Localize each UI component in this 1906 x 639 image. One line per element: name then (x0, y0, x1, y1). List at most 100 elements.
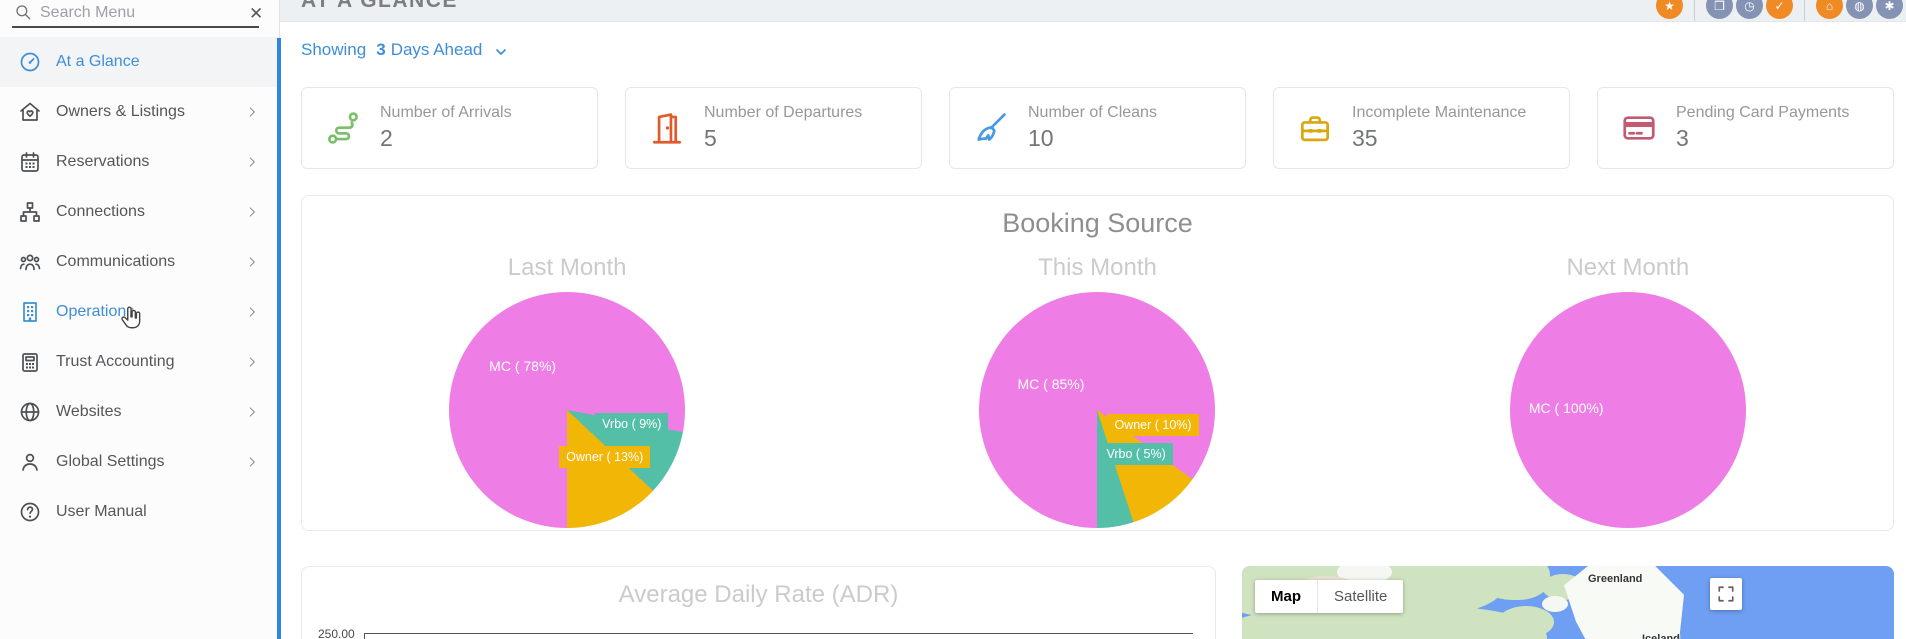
pie-slice-label-vrbo: Vrbo ( 5%) (1099, 443, 1173, 465)
home-icon[interactable]: ⌂ (1816, 0, 1843, 19)
card-value: 10 (1028, 125, 1054, 151)
sidebar-item-reservations[interactable]: Reservations (0, 137, 279, 187)
pie-this-month: This Month MC ( 85%) Owner ( 10%) Vrbo (… (832, 244, 1362, 528)
gauge-icon (18, 50, 42, 74)
pie-chart[interactable] (979, 292, 1216, 528)
filter-value: 3 (376, 40, 386, 59)
calendar-icon (18, 150, 42, 174)
sidebar-item-global-settings[interactable]: Global Settings (0, 437, 279, 487)
chevron-right-icon (245, 205, 259, 219)
adr-title: Average Daily Rate (ADR) (618, 581, 899, 608)
sidebar: ✕ At a Glance Owners & Listings Reservat… (0, 0, 280, 639)
search-icon (14, 3, 32, 21)
divider (1694, 0, 1695, 21)
sidebar-item-label: Global Settings (56, 453, 165, 470)
sidebar-item-trust-accounting[interactable]: Trust Accounting (0, 337, 279, 387)
pie-chart[interactable] (1509, 292, 1746, 528)
filter-text: Days Ahead (390, 40, 483, 59)
stat-cards-row: Number of Arrivals 2 Number of Departure… (301, 87, 1894, 169)
pie-chart-wrap: MC ( 100%) (1509, 292, 1746, 528)
sidebar-item-websites[interactable]: Websites (0, 387, 279, 437)
chevron-right-icon (245, 355, 259, 369)
sidebar-item-label: User Manual (56, 503, 147, 520)
globe-icon (18, 400, 42, 424)
pie-chart-wrap: MC ( 85%) Owner ( 10%) Vrbo ( 5%) (979, 292, 1216, 528)
days-ahead-dropdown[interactable]: Showing 3 Days Ahead (301, 40, 509, 60)
search-input[interactable] (40, 4, 247, 22)
map-type-control: Map Satellite (1255, 580, 1404, 613)
org-chart-icon (18, 200, 42, 224)
badge-star-icon[interactable]: ★ (1656, 0, 1683, 19)
pie-subtitle: This Month (1038, 254, 1157, 281)
globe-icon[interactable]: ◍ (1846, 0, 1873, 19)
card-label: Number of Departures (704, 104, 863, 121)
topbar: AT A GLANCE ★ ❒ ◷ ✓ ⌂ ◍ ✱ (280, 0, 1906, 22)
pie-slice-label-mc: MC ( 100%) (1528, 400, 1604, 416)
person-icon (18, 450, 42, 474)
content-accent-bar (277, 38, 281, 639)
booking-source-panel: Booking Source Last Month MC ( 78%) Vrbo… (301, 195, 1894, 531)
sidebar-item-operations[interactable]: Operations (0, 287, 279, 337)
sidebar-item-label: Owners & Listings (56, 103, 185, 120)
house-heart-icon (18, 100, 42, 124)
sidebar-item-at-a-glance[interactable]: At a Glance (0, 37, 279, 87)
pie-slice-label-vrbo: Vrbo ( 9%) (595, 413, 669, 435)
user-icon[interactable]: ✱ (1876, 0, 1903, 19)
chevron-right-icon (245, 405, 259, 419)
map-island (1498, 606, 1554, 638)
card-incomplete-maintenance: Incomplete Maintenance 35 (1273, 87, 1570, 169)
adr-y-axis-tick: 250.00 (318, 627, 355, 639)
page-title: AT A GLANCE (301, 0, 458, 12)
card-label: Number of Arrivals (380, 104, 512, 121)
people-group-icon (18, 250, 42, 274)
map-button[interactable]: Map (1271, 588, 1301, 605)
card-value: 2 (380, 125, 393, 151)
fullscreen-icon[interactable] (1710, 578, 1742, 610)
map-greenland-landmass (1564, 566, 1684, 639)
filter-text: Showing (301, 40, 367, 59)
history-icon[interactable]: ◷ (1736, 0, 1763, 19)
pie-slice-label-owner: Owner ( 13%) (559, 446, 651, 468)
adr-axis-line (364, 633, 1193, 639)
chevron-right-icon (245, 255, 259, 269)
bookmark-icon[interactable]: ❒ (1706, 0, 1733, 19)
chevron-right-icon (245, 155, 259, 169)
pie-subtitle: Next Month (1566, 254, 1690, 281)
pie-chart-wrap: MC ( 78%) Vrbo ( 9%) Owner ( 13%) (449, 292, 686, 528)
sidebar-item-label: Reservations (56, 153, 150, 170)
sidebar-item-label: Websites (56, 403, 122, 420)
sidebar-item-connections[interactable]: Connections (0, 187, 279, 237)
broom-icon (972, 109, 1010, 147)
map-ice-patch (1542, 596, 1568, 612)
sidebar-item-label: Communications (56, 253, 176, 270)
card-label: Number of Cleans (1028, 104, 1157, 121)
card-value: 35 (1352, 125, 1378, 151)
sidebar-nav: At a Glance Owners & Listings Reservatio… (0, 37, 279, 537)
sidebar-item-owners-listings[interactable]: Owners & Listings (0, 87, 279, 137)
map-panel[interactable]: Greenland Iceland Map Satellite (1242, 566, 1894, 639)
pie-chart[interactable] (449, 292, 686, 528)
sidebar-item-label: At a Glance (56, 53, 140, 70)
map-label-iceland: Iceland (1642, 633, 1680, 639)
question-circle-icon (18, 500, 42, 524)
adr-panel: Average Daily Rate (ADR) 250.00 (301, 566, 1216, 639)
card-pending-card-payments: Pending Card Payments 3 (1597, 87, 1894, 169)
check-icon[interactable]: ✓ (1766, 0, 1793, 19)
pie-next-month: Next Month MC ( 100%) (1363, 244, 1893, 528)
satellite-button[interactable]: Satellite (1317, 580, 1403, 613)
map-label-greenland: Greenland (1588, 573, 1643, 585)
sidebar-item-communications[interactable]: Communications (0, 237, 279, 287)
card-label: Incomplete Maintenance (1352, 104, 1527, 121)
sidebar-item-label: Operations (56, 303, 135, 320)
pie-last-month: Last Month MC ( 78%) Vrbo ( 9%) Owner ( … (302, 244, 832, 528)
building-icon (18, 300, 42, 324)
toolbox-icon (1296, 109, 1334, 147)
sidebar-item-label: Trust Accounting (56, 353, 175, 370)
main-content: Showing 3 Days Ahead Number of Arrivals … (281, 22, 1906, 639)
calculator-icon (18, 350, 42, 374)
sidebar-item-user-manual[interactable]: User Manual (0, 487, 279, 537)
chevron-right-icon (245, 105, 259, 119)
card-number-of-cleans: Number of Cleans 10 (949, 87, 1246, 169)
close-icon[interactable]: ✕ (249, 3, 264, 23)
pie-slice-label-mc: MC ( 78%) (489, 358, 557, 374)
